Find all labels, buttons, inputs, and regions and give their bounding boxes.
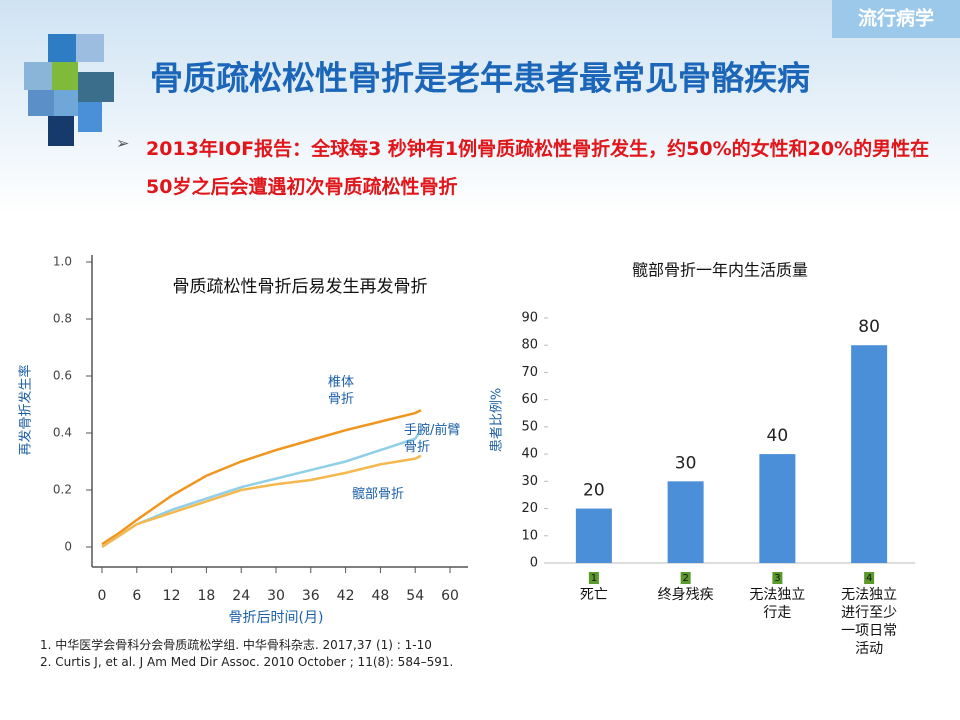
tag: 流行病学 xyxy=(858,7,934,30)
y-tick-label: 0.4 xyxy=(53,426,72,440)
x-tick-label: 36 xyxy=(302,588,320,604)
x-tick-label: 6 xyxy=(132,588,141,604)
x-tick-label: 无法独立行走 xyxy=(749,587,806,621)
y-tick-label: 70 xyxy=(521,365,538,380)
x-axis-label: 骨折后时间(月) xyxy=(229,610,324,626)
category-marker-box xyxy=(772,572,783,584)
y-tick-label: 60 xyxy=(521,392,538,407)
category-marker-box xyxy=(864,572,875,584)
category-marker-box xyxy=(680,572,691,584)
x-tick-label: 54 xyxy=(406,588,424,604)
y-axis-label: 再发骨折发生率 xyxy=(18,364,34,455)
bar xyxy=(759,454,796,563)
bullet-text: 2013年IOF报告：全球每3 秒钟有1例骨质疏松性骨折发生，约50%的女性和2… xyxy=(146,138,930,198)
category-marker: 2 xyxy=(682,573,688,584)
y-tick-label: 0.6 xyxy=(53,369,72,383)
references: 1. 中华医学会骨科分会骨质疏松学组. 中华骨科杂志. 2017,37 (1) … xyxy=(40,637,453,671)
x-tick-label: 18 xyxy=(197,588,215,604)
y-tick-label: 0 xyxy=(530,556,538,571)
page-title: 骨质疏松松性骨折是老年患者最常见骨骼疾病 xyxy=(150,59,810,98)
x-tick-label: 60 xyxy=(441,588,459,604)
y-tick-label: 20 xyxy=(521,501,538,516)
x-tick-label: 无法独立进行至少一项日常活动 xyxy=(841,587,898,657)
x-tick-label: 12 xyxy=(163,588,181,604)
category-marker: 4 xyxy=(866,573,872,584)
value-label: 80 xyxy=(858,317,880,337)
y-tick-label: 0 xyxy=(64,540,72,554)
x-tick-label: 24 xyxy=(232,588,250,604)
y-tick-label: 50 xyxy=(521,419,538,434)
series-label: 手腕/前臂骨折 xyxy=(404,423,461,455)
value-label: 40 xyxy=(767,426,789,446)
x-tick-label: 48 xyxy=(371,588,389,604)
y-tick-label: 1.0 xyxy=(53,255,72,269)
series-label: 椎体骨折 xyxy=(328,375,355,407)
chart-title: 髋部骨折一年内生活质量 xyxy=(632,261,808,280)
line-series xyxy=(101,409,422,546)
bullet-marker: ➢ xyxy=(116,134,129,153)
y-tick-label: 0.8 xyxy=(53,312,72,326)
series-label: 髋部骨折 xyxy=(352,487,405,502)
category-marker: 3 xyxy=(774,573,780,584)
x-tick-label: 42 xyxy=(337,588,355,604)
y-tick-label: 30 xyxy=(521,474,538,489)
bar xyxy=(851,345,888,563)
category-marker-box xyxy=(588,572,599,584)
bar xyxy=(575,508,612,563)
x-tick-label: 终身残疾 xyxy=(657,587,714,603)
header-background xyxy=(0,0,960,215)
x-tick-label: 死亡 xyxy=(579,587,608,603)
logo xyxy=(24,34,114,146)
line-series xyxy=(101,454,422,549)
chart-title: 骨质疏松性骨折后易发生再发骨折 xyxy=(173,277,428,297)
x-tick-label: 0 xyxy=(98,588,107,604)
y-tick-label: 90 xyxy=(521,311,538,326)
category-marker: 1 xyxy=(591,573,597,584)
reference: 2. Curtis J, et al. J Am Med Dir Assoc. … xyxy=(40,655,454,669)
tag-background xyxy=(832,0,960,38)
value-label: 20 xyxy=(583,481,605,501)
y-axis-label: 患者比例% xyxy=(490,388,505,452)
value-label: 30 xyxy=(675,453,697,473)
reference: 1. 中华医学会骨科分会骨质疏松学组. 中华骨科杂志. 2017,37 (1) … xyxy=(40,638,432,652)
bar xyxy=(667,481,704,563)
y-tick-label: 40 xyxy=(521,447,538,462)
y-tick-label: 80 xyxy=(521,338,538,353)
y-tick-label: 0.2 xyxy=(53,483,72,497)
x-tick-label: 30 xyxy=(267,588,285,604)
y-tick-label: 10 xyxy=(521,528,538,543)
